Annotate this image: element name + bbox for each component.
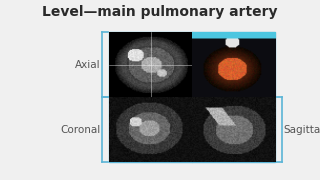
Text: Coronal: Coronal: [60, 125, 101, 135]
Text: Sagittal: Sagittal: [283, 125, 320, 135]
Text: Axial: Axial: [75, 60, 101, 70]
Text: Level—main pulmonary artery: Level—main pulmonary artery: [42, 5, 278, 19]
Bar: [109, 32, 275, 162]
